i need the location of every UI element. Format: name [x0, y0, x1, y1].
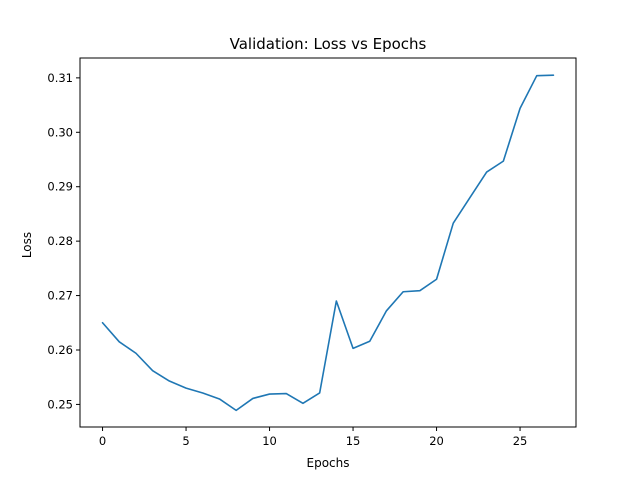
y-tick-label: 0.31	[47, 71, 73, 85]
x-axis-label: Epochs	[307, 456, 350, 470]
y-tick-label: 0.25	[47, 397, 73, 411]
x-tick-label: 15	[346, 434, 361, 448]
y-axis: 0.25 0.26 0.27 0.28 0.29 0.30 0.31	[47, 71, 80, 411]
x-tick-label: 0	[99, 434, 106, 448]
y-tick-label: 0.26	[47, 343, 73, 357]
y-tick-label: 0.28	[47, 234, 73, 248]
y-tick-label: 0.30	[47, 125, 73, 139]
y-tick-label: 0.29	[47, 180, 73, 194]
plot-area	[101, 74, 555, 412]
x-axis: 0 5 10 15 20 25	[99, 427, 527, 448]
x-tick-label: 5	[182, 434, 189, 448]
series-line-0	[101, 74, 555, 412]
x-tick-label: 25	[513, 434, 528, 448]
chart-title: Validation: Loss vs Epochs	[230, 35, 427, 53]
plot-frame	[79, 57, 577, 428]
x-tick-label: 20	[429, 434, 444, 448]
y-axis-label: Loss	[20, 232, 34, 258]
x-tick-label: 10	[262, 434, 277, 448]
y-tick-label: 0.27	[47, 289, 73, 303]
